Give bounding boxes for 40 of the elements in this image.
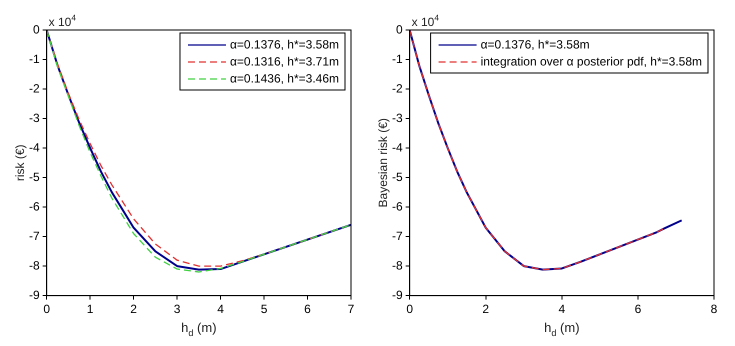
y-tick-label: -8: [392, 258, 403, 272]
y-tick-label: -7: [392, 228, 403, 243]
x-tick-label: 4: [558, 302, 566, 316]
y-tick-label: -5: [29, 170, 40, 184]
legend-label: α=0.1376, h*=3.58m: [480, 37, 590, 52]
y-tick-label: -3: [392, 110, 403, 125]
y-tick-label: -1: [392, 52, 403, 66]
y-tick-label: -9: [392, 288, 403, 302]
y-tick-label: -2: [392, 81, 403, 96]
y-tick-label: -4: [29, 140, 40, 154]
y-tick-label: -3: [29, 110, 40, 125]
legend-label: α=0.1376, h*=3.58m: [230, 37, 340, 52]
x-tick-label: 7: [348, 302, 355, 316]
y-tick-label: -6: [392, 199, 403, 214]
y-tick-label: -2: [29, 81, 40, 96]
y-tick-label: -6: [29, 199, 40, 214]
y-tick-label: -7: [29, 228, 40, 243]
y-tick-label: -8: [29, 258, 40, 272]
y-tick-label: -1: [29, 52, 40, 66]
y-tick-label: -5: [392, 170, 403, 184]
legend-label: integration over α posterior pdf, h*=3.58m: [480, 54, 702, 68]
legend-label: α=0.1436, h*=3.46m: [230, 71, 340, 86]
x-tick-label: 5: [260, 302, 268, 316]
legend-label: α=0.1316, h*=3.71m: [230, 54, 340, 68]
x-tick-label: 0: [406, 302, 414, 316]
y-tick-label: -4: [392, 140, 403, 154]
x-tick-label: 6: [634, 302, 642, 316]
y-tick-label: 0: [396, 22, 403, 36]
x-tick-label: 2: [130, 302, 138, 316]
y-axis-title: risk (€): [13, 144, 27, 182]
x-tick-label: 8: [710, 302, 718, 316]
y-tick-label: -9: [29, 288, 40, 302]
x-tick-label: 1: [86, 302, 94, 316]
y-tick-label: 0: [32, 22, 40, 36]
y-axis-title: Bayesian risk (€): [376, 118, 390, 208]
x-tick-label: 6: [304, 302, 312, 316]
x-tick-label: 0: [43, 302, 50, 316]
x-tick-label: 4: [217, 302, 224, 316]
x-tick-label: 3: [174, 302, 181, 316]
x-tick-label: 2: [482, 302, 490, 316]
